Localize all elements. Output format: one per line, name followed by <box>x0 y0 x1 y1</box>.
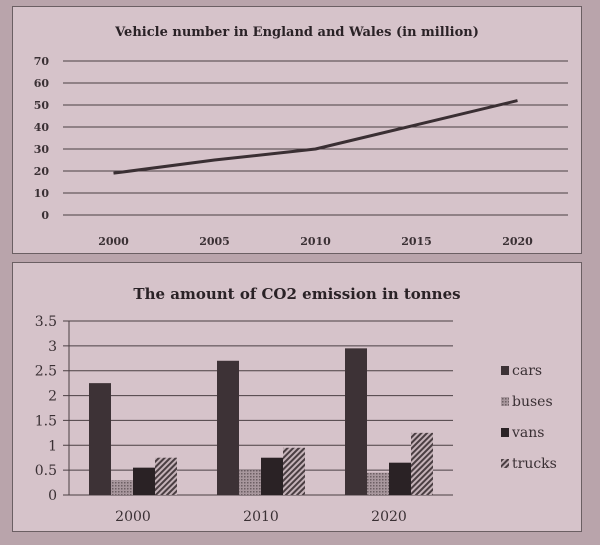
y-tick-label: 0.5 <box>35 463 57 479</box>
bar-buses <box>239 470 261 495</box>
legend-label-cars: cars <box>512 363 542 379</box>
line-chart-title: Vehicle number in England and Wales (in … <box>115 25 479 40</box>
y-tick-label: 40 <box>34 121 50 134</box>
y-tick-label: 1.5 <box>35 413 57 429</box>
x-tick-label: 2010 <box>243 509 279 525</box>
bar-vans <box>133 467 155 495</box>
y-tick-label: 2.5 <box>35 364 57 380</box>
y-tick-label: 10 <box>34 187 50 200</box>
bar-vans <box>261 457 283 495</box>
bar-chart-title: The amount of CO2 emission in tonnes <box>133 285 461 303</box>
y-tick-label: 70 <box>34 55 50 68</box>
y-tick-label: 60 <box>34 77 50 90</box>
x-tick-label: 2005 <box>199 235 230 248</box>
bar-buses <box>367 472 389 495</box>
x-tick-label: 2000 <box>115 509 151 525</box>
bar-cars <box>345 348 367 495</box>
y-tick-label: 3 <box>48 339 57 355</box>
bar-chart: 0 0.5 1 1.5 2 2.5 3 3.5 2000 2010 2020 cars buses van… <box>35 314 557 525</box>
bar-trucks <box>155 457 177 495</box>
x-tick-label: 2000 <box>98 235 129 248</box>
co2-bar-chart-panel: The amount of CO2 emission in tonnes 0 0.… <box>12 262 582 532</box>
y-tick-label: 3.5 <box>35 314 57 330</box>
y-tick-label: 50 <box>34 99 50 112</box>
bar-trucks <box>411 432 433 495</box>
y-tick-label: 30 <box>34 143 50 156</box>
legend-label-vans: vans <box>511 425 544 441</box>
bar-cars <box>217 360 239 495</box>
legend-swatch-trucks <box>501 459 509 468</box>
line-chart: 0 10 20 30 40 50 60 70 2000 2005 2010 2015 2020 <box>34 55 568 248</box>
legend-swatch-vans <box>501 428 509 437</box>
bar-buses <box>111 480 133 495</box>
data-line <box>113 99 518 175</box>
legend-label-trucks: trucks <box>512 456 557 472</box>
legend-swatch-buses <box>501 397 509 406</box>
bar-vans <box>389 462 411 495</box>
x-tick-label: 2020 <box>371 509 407 525</box>
legend-swatch-cars <box>501 366 509 375</box>
bar-trucks <box>283 447 305 495</box>
bar-cars <box>89 383 111 495</box>
y-tick-label: 2 <box>48 389 57 405</box>
y-tick-label: 20 <box>34 165 50 178</box>
x-tick-label: 2020 <box>502 235 533 248</box>
x-tick-label: 2010 <box>300 235 331 248</box>
y-tick-label: 0 <box>48 488 57 504</box>
y-tick-label: 0 <box>41 209 49 222</box>
vehicle-line-chart-panel: Vehicle number in England and Wales (in … <box>12 6 582 254</box>
y-tick-label: 1 <box>48 438 57 454</box>
x-tick-label: 2015 <box>401 235 432 248</box>
legend-label-buses: buses <box>512 394 553 410</box>
